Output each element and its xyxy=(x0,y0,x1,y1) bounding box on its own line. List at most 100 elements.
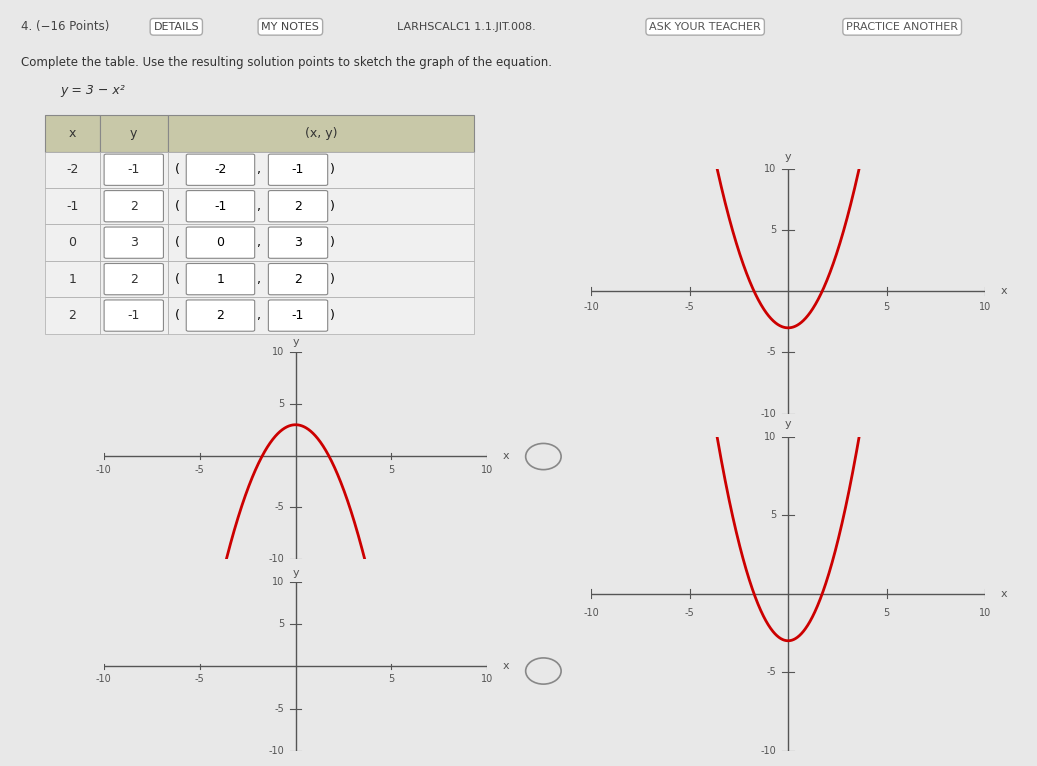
FancyBboxPatch shape xyxy=(104,227,164,258)
FancyBboxPatch shape xyxy=(168,152,474,188)
Text: ): ) xyxy=(330,163,335,176)
Text: ,: , xyxy=(257,236,261,249)
Text: -10: -10 xyxy=(583,607,599,618)
Text: x: x xyxy=(503,661,509,672)
Text: 5: 5 xyxy=(770,224,777,235)
Text: 2: 2 xyxy=(295,273,302,286)
Text: 2: 2 xyxy=(130,273,138,286)
Text: 2: 2 xyxy=(68,309,76,322)
Text: 2: 2 xyxy=(295,200,302,213)
Text: 10: 10 xyxy=(764,431,777,442)
Text: (: ( xyxy=(175,309,179,322)
FancyBboxPatch shape xyxy=(168,188,474,224)
Text: y: y xyxy=(785,152,791,162)
Text: ,: , xyxy=(257,309,261,322)
FancyBboxPatch shape xyxy=(187,264,255,295)
Text: -10: -10 xyxy=(269,554,284,565)
FancyBboxPatch shape xyxy=(104,191,164,222)
FancyBboxPatch shape xyxy=(269,300,328,331)
Text: (: ( xyxy=(175,163,179,176)
Text: -10: -10 xyxy=(583,302,599,312)
Text: ,: , xyxy=(257,273,261,286)
Text: 3: 3 xyxy=(130,236,138,249)
Text: y: y xyxy=(785,419,791,429)
Text: DETAILS: DETAILS xyxy=(153,21,199,32)
Text: MY NOTES: MY NOTES xyxy=(261,21,319,32)
Text: 5: 5 xyxy=(278,619,284,630)
FancyBboxPatch shape xyxy=(187,191,255,222)
Text: 10: 10 xyxy=(764,163,777,174)
Text: -5: -5 xyxy=(274,502,284,512)
Text: -10: -10 xyxy=(95,674,112,684)
Text: 10: 10 xyxy=(979,607,991,618)
Text: -5: -5 xyxy=(684,607,695,618)
Text: ): ) xyxy=(330,309,335,322)
Text: ASK YOUR TEACHER: ASK YOUR TEACHER xyxy=(649,21,761,32)
Text: 10: 10 xyxy=(272,347,284,358)
Text: LARHSCALC1 1.1.JIT.008.: LARHSCALC1 1.1.JIT.008. xyxy=(397,21,536,32)
Text: 5: 5 xyxy=(388,465,395,475)
Text: 5: 5 xyxy=(884,607,890,618)
Text: (: ( xyxy=(175,273,179,286)
FancyBboxPatch shape xyxy=(168,297,474,334)
Text: 10: 10 xyxy=(481,674,494,684)
FancyBboxPatch shape xyxy=(104,264,164,295)
Text: y: y xyxy=(292,337,299,347)
FancyBboxPatch shape xyxy=(269,191,328,222)
FancyBboxPatch shape xyxy=(100,188,168,224)
Text: -5: -5 xyxy=(766,667,777,677)
Text: -1: -1 xyxy=(291,163,304,176)
Text: -1: -1 xyxy=(215,200,227,213)
Text: 10: 10 xyxy=(979,302,991,312)
Text: -1: -1 xyxy=(128,163,140,176)
Text: 5: 5 xyxy=(884,302,890,312)
Text: x: x xyxy=(503,450,509,461)
Text: Complete the table. Use the resulting solution points to sketch the graph of the: Complete the table. Use the resulting so… xyxy=(21,56,552,69)
Text: -1: -1 xyxy=(291,309,304,322)
FancyBboxPatch shape xyxy=(100,261,168,297)
FancyBboxPatch shape xyxy=(100,297,168,334)
Text: x: x xyxy=(1001,286,1008,296)
FancyBboxPatch shape xyxy=(100,224,168,261)
FancyBboxPatch shape xyxy=(45,224,100,261)
FancyBboxPatch shape xyxy=(168,115,474,152)
Text: -5: -5 xyxy=(684,302,695,312)
Text: y: y xyxy=(292,568,299,578)
FancyBboxPatch shape xyxy=(269,227,328,258)
FancyBboxPatch shape xyxy=(104,300,164,331)
FancyBboxPatch shape xyxy=(168,224,474,261)
Text: -10: -10 xyxy=(95,465,112,475)
Text: 1: 1 xyxy=(217,273,224,286)
Text: ): ) xyxy=(330,236,335,249)
Text: 5: 5 xyxy=(770,510,777,520)
Text: (x, y): (x, y) xyxy=(305,127,337,139)
Text: 0: 0 xyxy=(68,236,76,249)
Text: -2: -2 xyxy=(215,163,227,176)
Text: 0: 0 xyxy=(217,236,224,249)
Text: -1: -1 xyxy=(128,309,140,322)
Text: 2: 2 xyxy=(217,309,224,322)
Text: 3: 3 xyxy=(295,236,302,249)
Text: 5: 5 xyxy=(278,399,284,409)
FancyBboxPatch shape xyxy=(269,154,328,185)
Text: (: ( xyxy=(175,200,179,213)
Text: x: x xyxy=(68,127,76,139)
Text: 1: 1 xyxy=(68,273,76,286)
Text: -10: -10 xyxy=(269,745,284,756)
Text: 10: 10 xyxy=(481,465,494,475)
Text: -10: -10 xyxy=(760,408,777,419)
Text: 2: 2 xyxy=(130,200,138,213)
FancyBboxPatch shape xyxy=(45,188,100,224)
Text: ): ) xyxy=(330,273,335,286)
Text: ,: , xyxy=(257,200,261,213)
FancyBboxPatch shape xyxy=(100,152,168,188)
FancyBboxPatch shape xyxy=(104,154,164,185)
FancyBboxPatch shape xyxy=(45,261,100,297)
Text: -1: -1 xyxy=(66,200,79,213)
FancyBboxPatch shape xyxy=(187,154,255,185)
FancyBboxPatch shape xyxy=(45,152,100,188)
Text: ,: , xyxy=(257,163,261,176)
Text: y: y xyxy=(130,127,138,139)
Text: 10: 10 xyxy=(272,577,284,588)
Text: 5: 5 xyxy=(388,674,395,684)
